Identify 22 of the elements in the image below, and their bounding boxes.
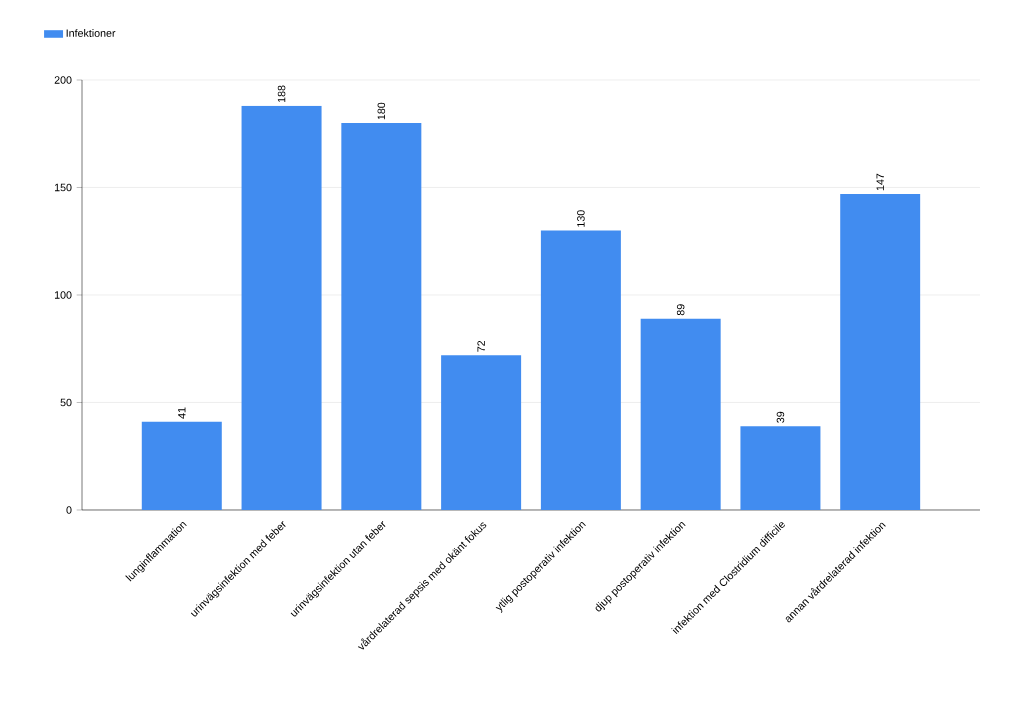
bar	[141, 421, 222, 510]
legend-label: Infektioner	[66, 29, 116, 37]
bar	[640, 318, 721, 510]
bar	[540, 230, 621, 510]
data-label: 188	[277, 85, 286, 103]
data-label: 72	[477, 340, 485, 352]
y-tick-label: 0	[66, 506, 72, 514]
data-label: 39	[776, 411, 785, 423]
y-tick-label: 200	[54, 76, 72, 84]
bar	[441, 355, 522, 510]
data-label: 130	[577, 210, 585, 227]
y-tick-label: 150	[54, 183, 72, 192]
data-label: 147	[876, 173, 884, 191]
y-tick-label: 100	[54, 291, 72, 299]
bar	[241, 105, 322, 510]
y-tick-label: 50	[60, 398, 72, 407]
bar	[341, 122, 422, 510]
data-label: 180	[377, 102, 386, 120]
bar	[840, 193, 921, 510]
data-label: 41	[178, 407, 186, 419]
bar	[740, 426, 821, 510]
data-label: 89	[676, 304, 685, 316]
